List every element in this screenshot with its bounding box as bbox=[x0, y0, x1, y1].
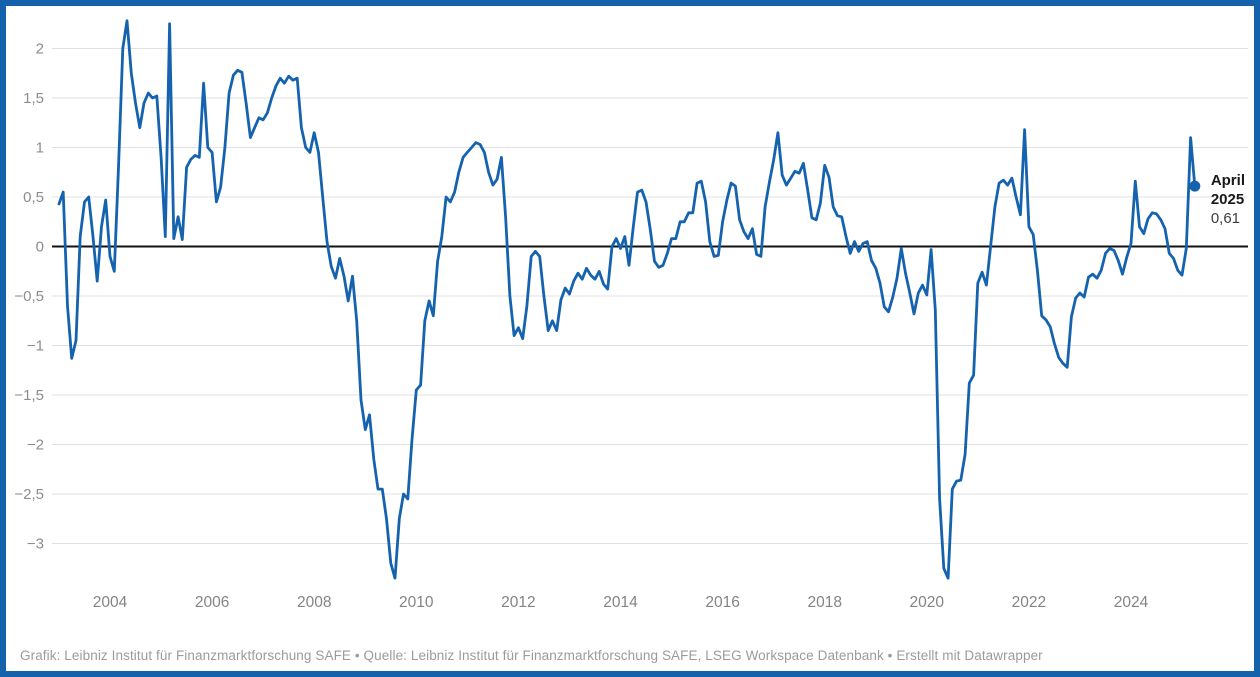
y-axis-tick-label: 0 bbox=[36, 239, 44, 256]
y-axis-tick-label: −0,5 bbox=[14, 288, 44, 305]
last-point-date-label: April bbox=[1211, 172, 1245, 189]
y-axis-tick-label: −1 bbox=[27, 338, 44, 355]
x-axis-tick-label: 2018 bbox=[807, 594, 841, 611]
y-axis-tick-label: 0,5 bbox=[23, 189, 44, 206]
x-axis-tick-label: 2020 bbox=[910, 594, 945, 611]
chart-footer-attribution: Grafik: Leibniz Institut für Finanzmarkt… bbox=[20, 648, 1043, 663]
x-axis-tick-label: 2006 bbox=[195, 594, 229, 611]
x-axis-tick-label: 2008 bbox=[297, 594, 331, 611]
x-axis-tick-label: 2012 bbox=[501, 594, 535, 611]
x-axis-tick-label: 2014 bbox=[603, 594, 638, 611]
last-point-value-label: 0,61 bbox=[1211, 210, 1240, 227]
y-axis-tick-label: −2 bbox=[27, 437, 44, 454]
chart-canvas: 2 1,5 1 0,5 0 −0,5 −1 −1,5 −2 −2,5 −3 2004 2006 2008 2… bbox=[14, 19, 1248, 611]
x-axis-tick-label: 2024 bbox=[1114, 594, 1149, 611]
last-point-marker bbox=[1189, 180, 1201, 192]
x-axis-tick-label: 2004 bbox=[93, 594, 128, 611]
data-line bbox=[57, 19, 1197, 580]
x-axis-tick-label: 2010 bbox=[399, 594, 434, 611]
last-point-date-label: 2025 bbox=[1211, 191, 1244, 208]
y-axis-tick-label: 2 bbox=[36, 41, 44, 58]
y-axis-tick-label: 1 bbox=[36, 140, 44, 157]
x-axis-tick-label: 2022 bbox=[1012, 594, 1046, 611]
y-axis-tick-label: −3 bbox=[27, 536, 44, 553]
y-axis-tick-label: 1,5 bbox=[23, 90, 44, 107]
x-axis-tick-label: 2016 bbox=[705, 594, 739, 611]
y-axis-tick-label: −1,5 bbox=[14, 387, 44, 404]
y-axis-tick-label: −2,5 bbox=[14, 486, 44, 503]
